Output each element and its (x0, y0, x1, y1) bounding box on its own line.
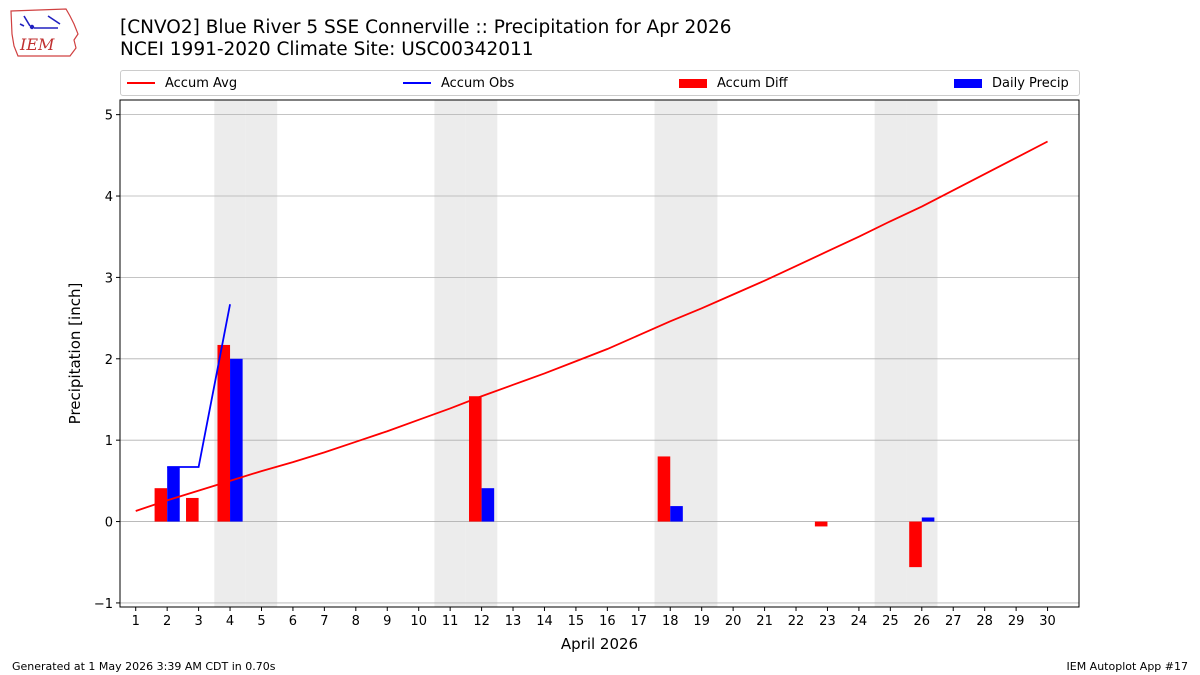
x-tick-label-12: 12 (473, 614, 490, 629)
legend-swatch-accum-diff (679, 78, 707, 88)
y-tick-label--1: −1 (94, 597, 113, 612)
daily-precip-bar-2 (167, 467, 180, 522)
x-tick-label-13: 13 (505, 614, 522, 629)
x-tick-label-4: 4 (226, 614, 234, 629)
x-tick-label-29: 29 (1008, 614, 1025, 629)
y-tick-label-5: 5 (105, 109, 113, 124)
generated-note: Generated at 1 May 2026 3:39 AM CDT in 0… (12, 660, 276, 673)
legend-entry-daily-precip: Daily Precip (954, 71, 1069, 95)
accum-avg-line (135, 140, 1048, 512)
x-tick-label-17: 17 (631, 614, 648, 629)
x-tick-label-14: 14 (536, 614, 553, 629)
x-tick-label-23: 23 (819, 614, 836, 629)
x-tick-label-6: 6 (289, 614, 297, 629)
legend-label-accum-avg: Accum Avg (165, 75, 238, 91)
y-tick-label-4: 4 (105, 190, 113, 205)
daily-precip-bar-18 (670, 506, 683, 522)
x-tick-label-3: 3 (194, 614, 202, 629)
accum-diff-bar-23 (814, 521, 828, 527)
x-tick-label-5: 5 (257, 614, 265, 629)
x-tick-label-19: 19 (693, 614, 710, 629)
daily-precip-bar-12 (481, 488, 495, 522)
y-tick-label-0: 0 (105, 516, 113, 531)
x-tick-label-11: 11 (442, 614, 459, 629)
x-tick-label-25: 25 (882, 614, 899, 629)
weekend-shading (214, 100, 938, 607)
legend-label-accum-obs: Accum Obs (441, 75, 515, 91)
accum-diff-bar-26 (909, 521, 922, 568)
x-tick-label-7: 7 (320, 614, 328, 629)
legend-label-accum-diff: Accum Diff (717, 75, 788, 91)
weekend-band-18 (654, 100, 686, 607)
legend-entry-accum-diff: Accum Diff (679, 71, 788, 95)
x-tick-label-21: 21 (756, 614, 773, 629)
x-tick-label-2: 2 (163, 614, 171, 629)
x-tick-label-15: 15 (568, 614, 585, 629)
x-tick-label-20: 20 (725, 614, 742, 629)
bars (154, 344, 935, 568)
legend-label-daily-precip: Daily Precip (992, 75, 1069, 91)
daily-precip-bar-26 (921, 517, 935, 522)
x-tick-label-24: 24 (851, 614, 868, 629)
iem-logo: IEM (10, 8, 79, 57)
y-tick-label-3: 3 (105, 271, 113, 286)
y-axis-label: Precipitation [inch] (66, 283, 84, 425)
x-tick-label-8: 8 (352, 614, 360, 629)
daily-precip-bar-4 (230, 358, 243, 522)
x-tick-label-9: 9 (383, 614, 391, 629)
legend-entry-accum-obs: Accum Obs (403, 71, 514, 95)
x-tick-label-30: 30 (1039, 614, 1056, 629)
x-tick-label-27: 27 (945, 614, 962, 629)
x-axis-label: April 2026 (561, 635, 638, 653)
x-tick-label-16: 16 (599, 614, 616, 629)
legend-swatch-accum-avg (127, 82, 155, 84)
weather-instrument-icon (19, 15, 61, 29)
accum-diff-bar-12 (469, 396, 482, 522)
x-tick-label-18: 18 (662, 614, 679, 629)
legend-entry-accum-avg: Accum Avg (127, 71, 237, 95)
x-tick-label-28: 28 (976, 614, 993, 629)
weekend-band-11 (434, 100, 466, 607)
logo-text: IEM (19, 35, 55, 54)
legend-swatch-accum-obs (403, 82, 431, 84)
accum-diff-bar-4 (217, 344, 231, 522)
weekend-band-25 (874, 100, 907, 607)
series-lines (135, 140, 1048, 512)
y-tick-label-2: 2 (105, 353, 113, 368)
chart-title: [CNVO2] Blue River 5 SSE Connerville :: … (120, 17, 732, 38)
x-tick-label-22: 22 (788, 614, 805, 629)
accum-diff-bar-3 (186, 497, 199, 522)
chart-legend: Accum Avg Accum Obs Accum Diff Daily Pre… (120, 70, 1080, 96)
x-tick-label-1: 1 (132, 614, 140, 629)
chart-subtitle: NCEI 1991-2020 Climate Site: USC00342011 (120, 39, 534, 60)
weekend-band-5 (245, 100, 278, 607)
accum-diff-bar-2 (154, 488, 168, 522)
x-tick-label-26: 26 (914, 614, 931, 629)
accum-diff-bar-18 (657, 456, 671, 522)
app-note: IEM Autoplot App #17 (1066, 660, 1189, 673)
legend-swatch-daily-precip (954, 78, 982, 88)
weekend-band-12 (465, 100, 498, 607)
y-tick-label-1: 1 (105, 434, 113, 449)
weekend-band-19 (685, 100, 718, 607)
accum-obs-line (167, 304, 231, 468)
grid-lines (120, 114, 1079, 604)
plot-frame (119, 99, 1080, 608)
x-tick-label-10: 10 (410, 614, 427, 629)
